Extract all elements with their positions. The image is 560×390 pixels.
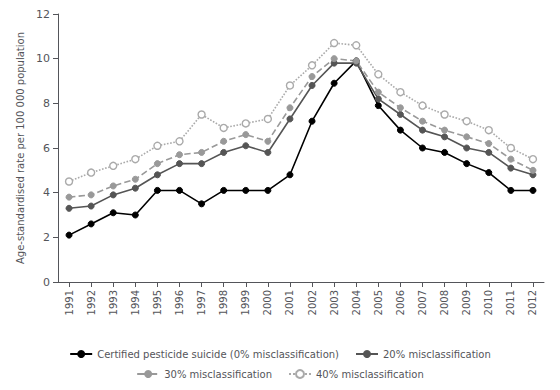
svg-text:2003: 2003	[329, 290, 340, 315]
svg-text:2000: 2000	[262, 290, 273, 315]
svg-text:20% misclassification: 20% misclassification	[383, 349, 491, 360]
svg-text:6: 6	[43, 142, 50, 155]
svg-text:30% misclassification: 30% misclassification	[164, 369, 272, 380]
svg-text:1992: 1992	[86, 290, 97, 315]
svg-text:10: 10	[36, 52, 50, 65]
svg-text:Certified pesticide suicide (0: Certified pesticide suicide (0% misclass…	[97, 349, 339, 360]
svg-text:0: 0	[43, 276, 50, 289]
svg-text:2007: 2007	[417, 290, 428, 315]
svg-text:2005: 2005	[373, 290, 384, 315]
svg-text:2004: 2004	[351, 290, 362, 315]
svg-text:2011: 2011	[505, 290, 516, 315]
svg-text:2006: 2006	[395, 290, 406, 315]
svg-text:2: 2	[43, 231, 50, 244]
svg-text:1998: 1998	[218, 290, 229, 315]
svg-text:2012: 2012	[527, 290, 538, 315]
svg-text:Age-standardised rate per 100: Age-standardised rate per 100 000 popula…	[15, 32, 26, 264]
svg-text:8: 8	[43, 97, 50, 110]
svg-text:2008: 2008	[439, 290, 450, 315]
svg-text:2010: 2010	[483, 290, 494, 315]
svg-text:2001: 2001	[284, 290, 295, 315]
svg-text:1991: 1991	[64, 290, 75, 315]
svg-text:1995: 1995	[152, 290, 163, 315]
svg-text:1999: 1999	[240, 290, 251, 315]
svg-text:12: 12	[36, 8, 50, 21]
svg-text:1997: 1997	[196, 290, 207, 315]
svg-text:40% misclassification: 40% misclassification	[316, 369, 424, 380]
svg-text:2009: 2009	[461, 290, 472, 315]
svg-text:1994: 1994	[130, 290, 141, 315]
svg-text:1996: 1996	[174, 290, 185, 315]
svg-text:2002: 2002	[307, 290, 318, 315]
svg-text:1993: 1993	[108, 290, 119, 315]
svg-text:4: 4	[43, 186, 50, 199]
